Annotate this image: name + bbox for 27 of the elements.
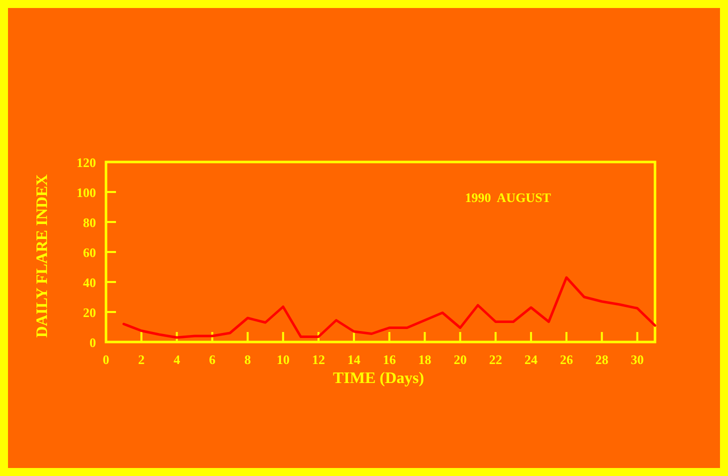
x-tick-label: 28 — [595, 352, 609, 367]
x-tick-label: 6 — [209, 352, 216, 367]
x-tick-label: 20 — [454, 352, 467, 367]
y-tick-label: 120 — [76, 155, 96, 170]
x-tick-label: 2 — [138, 352, 145, 367]
y-tick-label: 100 — [76, 185, 96, 200]
y-tick-label: 60 — [83, 245, 96, 260]
x-tick-label: 22 — [489, 352, 502, 367]
x-tick-label: 26 — [560, 352, 574, 367]
x-tick-label: 8 — [244, 352, 252, 367]
y-tick-label: 0 — [90, 335, 96, 350]
y-axis-title: DAILY FLARE INDEX — [34, 174, 51, 338]
x-tick-label: 0 — [102, 352, 110, 367]
line-series — [122, 276, 656, 339]
annotation: 1990 AUGUST — [465, 190, 552, 205]
y-tick-label: 80 — [83, 215, 96, 230]
x-tick-label: 4 — [174, 352, 181, 367]
x-axis-title: TIME (Days) — [332, 370, 424, 387]
x-tick-label: 30 — [630, 352, 644, 367]
y-tick-label: 20 — [83, 305, 96, 320]
x-tick-label: 24 — [524, 352, 538, 367]
x-tick-label: 16 — [382, 352, 396, 367]
x-tick-label: 14 — [347, 352, 361, 367]
x-tick-label: 18 — [418, 352, 432, 367]
x-tick-label: 12 — [312, 352, 326, 367]
y-tick-label: 40 — [83, 275, 96, 290]
x-tick-label: 10 — [276, 352, 290, 367]
